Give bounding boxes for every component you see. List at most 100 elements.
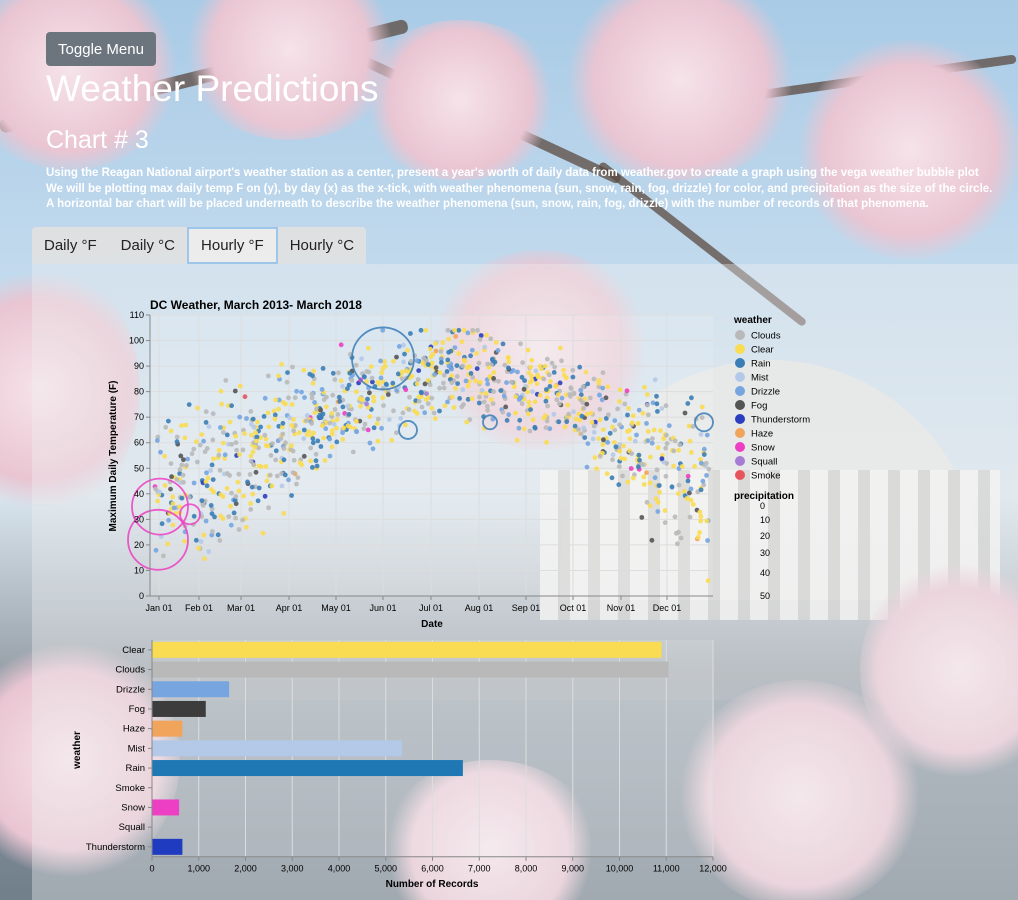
y-tick-label: 60	[134, 438, 144, 448]
weather-point	[446, 363, 452, 369]
legend-swatch	[735, 414, 745, 424]
weather-point	[698, 460, 704, 466]
weather-point	[370, 446, 376, 452]
weather-point	[255, 419, 260, 425]
weather-point	[273, 397, 279, 403]
weather-point	[626, 406, 631, 411]
weather-point	[229, 403, 235, 409]
weather-point	[199, 432, 205, 437]
weather-point	[501, 393, 507, 399]
weather-point	[232, 388, 238, 394]
weather-point	[332, 407, 338, 412]
weather-point	[596, 380, 602, 386]
bar-category-label: Squall	[119, 822, 145, 833]
weather-point	[655, 445, 661, 451]
weather-point	[407, 394, 412, 400]
weather-point	[191, 446, 197, 452]
weather-point	[367, 390, 372, 396]
weather-point	[279, 361, 284, 367]
weather-point	[517, 417, 523, 423]
weather-point	[557, 380, 563, 386]
weather-point	[221, 430, 226, 435]
weather-point	[218, 513, 224, 519]
weather-point	[265, 410, 271, 416]
weather-point	[526, 399, 532, 405]
weather-point	[449, 380, 455, 386]
weather-point	[451, 405, 457, 410]
weather-point	[567, 392, 573, 397]
weather-point	[566, 411, 572, 417]
weather-point	[601, 437, 606, 443]
weather-point	[280, 424, 285, 430]
weather-point	[433, 348, 439, 354]
weather-point	[453, 334, 459, 339]
weather-point	[378, 358, 383, 364]
size-legend-label: 20	[760, 531, 770, 541]
weather-point	[527, 379, 533, 385]
legend-swatch	[735, 470, 745, 480]
weather-point	[340, 437, 346, 442]
x-tick-label: Mar 01	[227, 603, 255, 613]
weather-point	[354, 429, 359, 434]
x-tick-label: Feb 01	[185, 603, 213, 613]
weather-point	[278, 436, 284, 442]
weather-point	[323, 426, 329, 432]
weather-point	[537, 392, 543, 398]
legend-entry-label: Snow	[751, 443, 775, 454]
weather-point	[685, 478, 691, 484]
weather-point	[579, 413, 585, 419]
weather-point	[635, 421, 641, 426]
weather-point	[664, 441, 670, 446]
weather-point	[401, 342, 406, 348]
weather-point	[245, 479, 250, 485]
weather-point	[490, 356, 495, 362]
weather-point	[263, 436, 269, 442]
scatter-x-axis-label: Date	[421, 619, 443, 630]
weather-point	[498, 388, 504, 393]
weather-point	[217, 538, 223, 543]
weather-point	[573, 416, 579, 422]
weather-point	[209, 532, 215, 538]
weather-point	[495, 348, 501, 353]
weather-point	[630, 413, 636, 419]
tab-hourly-f[interactable]: Hourly °F	[187, 227, 278, 264]
bar-x-axis-label: Number of Records	[386, 879, 479, 890]
bar-x-tick-label: 8,000	[515, 864, 538, 874]
weather-point	[281, 457, 287, 463]
tab-daily-f[interactable]: Daily °F	[44, 237, 97, 254]
weather-point	[599, 397, 605, 403]
weather-point	[280, 420, 286, 426]
weather-point	[234, 447, 240, 453]
weather-point	[283, 401, 288, 407]
weather-point	[253, 469, 259, 475]
weather-point	[610, 452, 616, 458]
weather-point	[216, 447, 222, 453]
tab-daily-c[interactable]: Daily °C	[120, 237, 176, 254]
weather-point	[185, 456, 191, 462]
weather-point	[514, 437, 520, 443]
weather-point	[544, 387, 549, 392]
legend-entry-label: Clear	[751, 345, 774, 356]
weather-point	[525, 389, 531, 395]
y-tick-label: 0	[139, 591, 144, 601]
weather-point	[461, 357, 467, 363]
weather-point	[427, 382, 433, 388]
weather-point	[543, 425, 549, 430]
weather-point	[334, 417, 340, 423]
weather-point	[547, 426, 553, 432]
weather-point	[551, 370, 557, 375]
weather-point	[672, 438, 678, 444]
weather-point	[168, 461, 174, 466]
weather-point	[477, 394, 482, 400]
weather-point	[261, 414, 267, 419]
weather-point	[367, 414, 373, 419]
bar-x-tick-label: 7,000	[468, 864, 491, 874]
color-legend-title: weather	[733, 315, 772, 326]
toggle-menu-button[interactable]: Toggle Menu	[46, 32, 156, 66]
weather-point	[311, 368, 316, 374]
weather-point	[544, 418, 550, 424]
tab-hourly-c[interactable]: Hourly °C	[289, 237, 355, 254]
weather-point	[582, 396, 588, 402]
weather-point	[483, 391, 489, 396]
bar-rain	[152, 760, 463, 777]
